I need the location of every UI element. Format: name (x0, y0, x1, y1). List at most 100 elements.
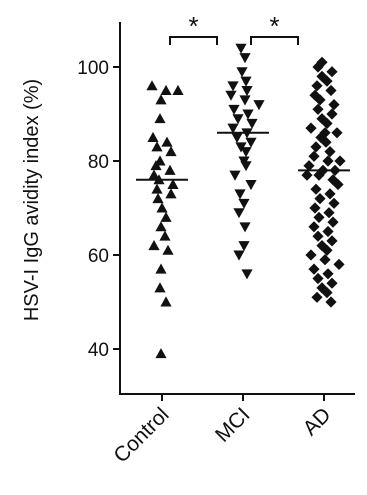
data-point (160, 211, 172, 222)
y-axis-title: HSV-I IgG avidity index (%) (21, 79, 43, 321)
data-point (322, 155, 334, 167)
data-point (156, 202, 168, 213)
data-point (147, 131, 159, 142)
data-point (236, 67, 248, 78)
data-point (324, 146, 336, 158)
data-point (148, 169, 160, 180)
data-point (308, 221, 320, 233)
data-point (239, 222, 251, 233)
data-point (239, 53, 251, 64)
data-point (321, 75, 333, 87)
data-point (312, 103, 324, 115)
data-point (235, 43, 247, 54)
data-point (320, 136, 332, 148)
data-point (239, 95, 251, 106)
data-point (227, 81, 239, 92)
data-point (324, 188, 336, 200)
data-point (253, 100, 265, 111)
data-point (326, 108, 338, 120)
data-point (242, 109, 254, 120)
data-point (154, 113, 166, 124)
data-point (313, 169, 325, 181)
data-point (241, 269, 253, 280)
data-point (334, 155, 346, 167)
data-point (154, 282, 166, 293)
data-point (311, 291, 323, 303)
y-tick-label: 60 (88, 246, 109, 267)
data-point (314, 193, 326, 205)
data-point (321, 244, 333, 256)
data-point (325, 296, 337, 308)
data-point (155, 94, 167, 105)
data-point (311, 80, 323, 92)
y-tick-label: 40 (88, 340, 109, 361)
data-point (245, 137, 257, 148)
data-point (240, 161, 252, 172)
data-point (240, 76, 252, 87)
x-tick-label: Control (109, 403, 173, 467)
data-point (322, 225, 334, 238)
data-point (312, 272, 324, 285)
data-point (322, 268, 334, 280)
data-point (333, 258, 345, 270)
data-point (238, 198, 250, 209)
data-point (323, 207, 335, 219)
data-point (328, 99, 340, 111)
data-point (240, 147, 252, 158)
data-point (155, 263, 167, 274)
data-point (308, 150, 320, 162)
data-point (305, 249, 317, 261)
data-point (233, 250, 245, 261)
data-point (146, 80, 158, 91)
data-point (225, 90, 237, 101)
data-point (305, 122, 317, 134)
x-tick-label: AD (299, 403, 336, 440)
data-point (228, 104, 240, 115)
data-point (308, 263, 320, 275)
data-point (155, 221, 167, 232)
data-point (165, 146, 177, 157)
significance-label: * (188, 11, 198, 41)
data-point (312, 230, 324, 242)
data-point (245, 180, 257, 191)
axes: 40 60 80 100 Control MCI AD (77, 22, 355, 467)
significance-annotations: * * (169, 11, 299, 45)
data-point (167, 178, 179, 189)
data-point (325, 84, 337, 97)
significance-bracket (169, 36, 218, 45)
data-point (301, 169, 313, 181)
data-point (313, 211, 325, 223)
data-point (150, 160, 162, 171)
data-point (310, 183, 322, 195)
data-point (309, 202, 321, 214)
data-point (326, 66, 338, 78)
data-point (328, 197, 340, 209)
data-point (152, 193, 164, 204)
data-point (148, 240, 160, 251)
data-point (321, 287, 333, 299)
data-point (159, 230, 171, 241)
data-point (238, 241, 250, 252)
data-point (241, 86, 253, 97)
significance-label: * (269, 11, 279, 41)
data-point (331, 127, 343, 139)
data-point (161, 136, 173, 147)
data-point (229, 170, 241, 181)
data-point (151, 183, 163, 194)
y-tick-label: 100 (77, 58, 109, 79)
data-point (164, 164, 176, 175)
data-point (321, 117, 333, 129)
data-point (332, 178, 344, 191)
data-point (165, 188, 177, 199)
data-points (136, 43, 350, 359)
data-point (231, 133, 243, 144)
significance-bracket (250, 36, 299, 45)
data-point (310, 141, 322, 153)
data-point (327, 216, 339, 228)
data-point (155, 348, 167, 359)
data-point (172, 84, 184, 95)
data-point (233, 208, 245, 219)
data-point (303, 160, 315, 172)
data-point (162, 244, 174, 255)
data-point (246, 118, 258, 129)
